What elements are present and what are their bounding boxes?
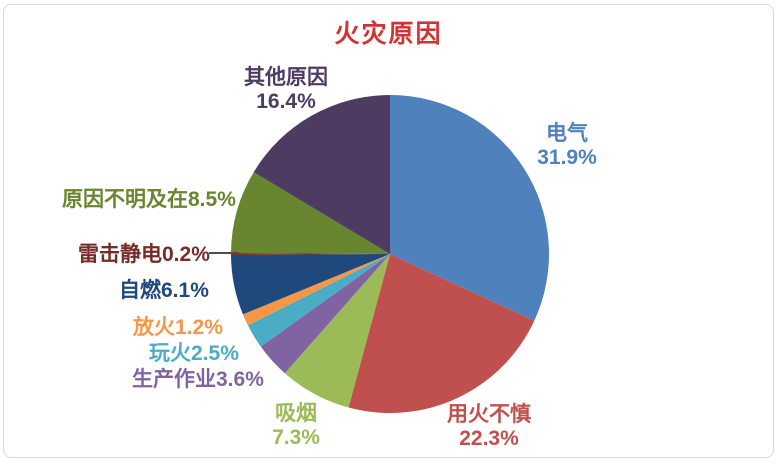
pie-slice-careless-fire-use [348, 254, 535, 414]
label-other-causes: 其他原因 16.4% [226, 66, 346, 114]
pie-slice-other-causes [253, 95, 390, 254]
label-smoking: 吸烟 7.3% [246, 402, 346, 450]
pie-slice-lightning-static [230, 253, 390, 255]
pie-slice-arson [242, 254, 390, 326]
label-careless-fire-use-pct: 22.3% [459, 427, 519, 450]
label-lightning-static-pct: 0.2% [162, 243, 210, 266]
pie-slice-spontaneous-combustion [231, 254, 390, 315]
label-electrical: 电气 31.9% [512, 122, 622, 170]
label-production-work-name: 生产作业 [132, 368, 216, 391]
label-careless-fire-use-name: 用火不慎 [447, 403, 531, 426]
label-arson-pct: 1.2% [175, 316, 223, 339]
label-unknown-cause-name: 原因不明及在 [62, 188, 188, 211]
label-production-work-pct: 3.6% [216, 368, 264, 391]
label-lightning-static: 雷击静电0.2% [78, 243, 210, 267]
pie-slice-smoking [284, 254, 390, 408]
pie-slice-electrical [390, 95, 549, 321]
label-spontaneous-combustion: 自燃6.1% [119, 279, 209, 303]
chart-title: 火灾原因 [334, 20, 443, 48]
label-unknown-cause-pct: 8.5% [188, 188, 236, 211]
label-spontaneous-combustion-name: 自燃 [119, 279, 161, 302]
label-lightning-static-name: 雷击静电 [78, 243, 162, 266]
label-playing-with-fire: 玩火2.5% [149, 342, 239, 366]
lightning-static-leader-line [209, 252, 239, 254]
label-spontaneous-combustion-pct: 6.1% [161, 279, 209, 302]
label-arson: 放火1.2% [133, 316, 223, 340]
label-electrical-name: 电气 [546, 122, 588, 145]
label-other-causes-pct: 16.4% [256, 90, 316, 113]
label-other-causes-name: 其他原因 [244, 66, 328, 89]
label-production-work: 生产作业3.6% [132, 368, 264, 392]
label-electrical-pct: 31.9% [537, 146, 597, 169]
label-unknown-cause: 原因不明及在8.5% [62, 188, 236, 212]
label-smoking-name: 吸烟 [275, 402, 317, 425]
label-arson-name: 放火 [133, 316, 175, 339]
label-playing-with-fire-pct: 2.5% [191, 342, 239, 365]
label-playing-with-fire-name: 玩火 [149, 342, 191, 365]
label-smoking-pct: 7.3% [272, 426, 320, 449]
pie-slice-unknown-cause [231, 172, 390, 254]
pie-slice-playing-with-fire [247, 254, 390, 347]
label-careless-fire-use: 用火不慎 22.3% [424, 403, 554, 451]
pie-slice-production-work [260, 254, 390, 374]
